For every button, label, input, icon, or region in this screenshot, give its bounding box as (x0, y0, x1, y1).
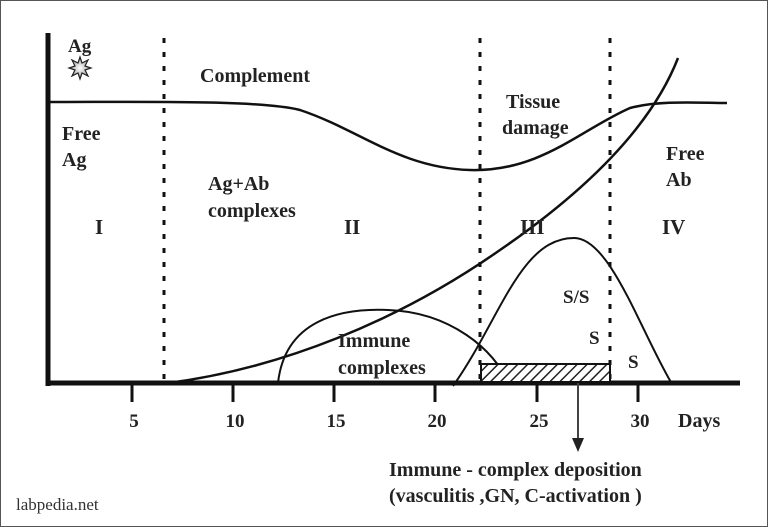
tick-5: 5 (129, 411, 139, 432)
tick-10: 10 (226, 411, 245, 432)
phase-dividers (162, 38, 612, 383)
immune-complexes-curve (277, 308, 509, 384)
s-label-1: S (589, 328, 600, 349)
free-ab-curve (159, 57, 680, 386)
x-axis-label: Days (678, 410, 720, 432)
complement-label: Complement (200, 65, 310, 87)
tissue-damage-label-line2: damage (502, 117, 569, 139)
immune-complexes-label-line1: Immune (338, 330, 410, 352)
tick-30: 30 (631, 411, 650, 432)
ag-label: Ag (68, 36, 92, 57)
ag-ab-label-line2: complexes (208, 200, 296, 222)
phase-iii-label: III (520, 215, 545, 239)
arrow-head-icon (572, 438, 584, 452)
antigen-star-icon (67, 55, 93, 81)
immune-complexes-label-line2: complexes (338, 357, 426, 379)
symptoms-curve (452, 236, 673, 387)
s-label-2: S (628, 352, 639, 373)
free-ab-label-line2: Ab (666, 169, 692, 191)
tick-25: 25 (530, 411, 549, 432)
phase-i-label: I (95, 215, 103, 239)
ag-ab-label-line1: Ag+Ab (208, 173, 269, 195)
tick-15: 15 (327, 411, 346, 432)
free-ag-label-line2: Ag (62, 149, 86, 171)
deposition-caption-line2: (vasculitis ,GN, C-activation ) (389, 485, 642, 507)
free-ag-label-line1: Free (62, 123, 101, 145)
tissue-damage-label-line1: Tissue (506, 91, 560, 113)
phase-ii-label: II (344, 215, 360, 239)
deposition-bar (480, 363, 611, 383)
x-tick-labels: 5 10 15 20 25 30 (129, 411, 649, 432)
x-ticks (130, 383, 640, 402)
watermark: labpedia.net (16, 495, 99, 514)
complement-curve (47, 100, 728, 172)
tick-20: 20 (428, 411, 447, 432)
phase-iv-label: IV (662, 215, 685, 239)
free-ab-label-line1: Free (666, 143, 705, 165)
ss-label: S/S (563, 287, 589, 308)
deposition-caption-line1: Immune - complex deposition (389, 459, 642, 481)
